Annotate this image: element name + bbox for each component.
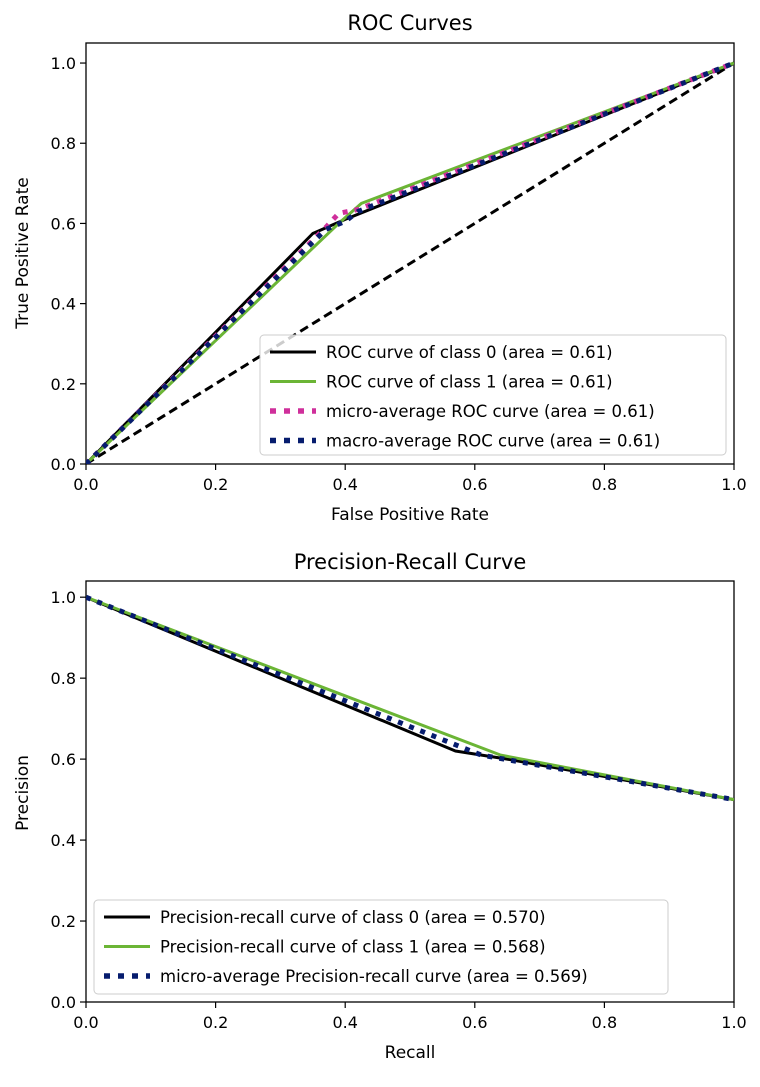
pr-x-tick-label: 0.0 [73,1013,98,1032]
pr-y-tick-label: 0.4 [51,831,76,850]
roc-y-tick-label: 0.8 [51,134,76,153]
pr-legend-label: micro-average Precision-recall curve (ar… [160,967,588,986]
roc-x-tick-label: 0.4 [332,475,357,494]
pr-legend-label: Precision-recall curve of class 0 (area … [160,908,546,927]
pr-y-ticks: 0.0 0.2 0.4 0.6 0.8 1.0 [51,588,86,1012]
roc-y-axis-label: True Positive Rate [13,177,33,329]
roc-title: ROC Curves [347,11,472,35]
pr-series-line-0 [86,595,734,802]
roc-x-tick-label: 1.0 [721,475,746,494]
pr-plot-area [85,580,735,1003]
roc-plot-area [85,42,735,465]
roc-y-tick-label: 0.2 [51,375,76,394]
roc-legend-box [259,334,727,456]
roc-legend-label: micro-average ROC curve (area = 0.61) [326,402,655,421]
roc-x-axis-label: False Positive Rate [331,505,489,525]
pr-series-line-2 [86,594,734,803]
pr-title: Precision-Recall Curve [294,550,527,574]
pr-legend-label: Precision-recall curve of class 1 (area … [160,938,546,957]
pr-lines [86,594,734,803]
roc-y-tick-label: 0.4 [51,295,76,314]
roc-y-tick-label: 0.6 [51,214,76,233]
roc-y-tick-label: 1.0 [51,54,76,73]
roc-x-ticks: 0.0 0.2 0.4 0.6 0.8 1.0 [73,464,747,494]
pr-y-tick-label: 1.0 [51,588,76,607]
roc-reference-line [86,61,734,464]
roc-legend-label: macro-average ROC curve (area = 0.61) [326,432,660,451]
roc-legend: ROC curve of class 0 (area = 0.61) ROC cu… [259,334,727,456]
roc-x-tick-label: 0.6 [462,475,487,494]
pr-x-tick-label: 0.4 [332,1013,357,1032]
roc-chart: ROC Curves 0.0 0.2 0.4 0.6 0.8 1.0 0.00.20.40… [13,11,747,525]
pr-x-tick-label: 0.6 [462,1013,487,1032]
pr-legend: Precision-recall curve of class 0 (area … [93,899,669,995]
pr-y-tick-label: 0.8 [51,669,76,688]
roc-x-tick-label: 0.8 [592,475,617,494]
pr-y-tick-label: 0.6 [51,750,76,769]
roc-lines [86,60,734,464]
pr-x-tick-label: 0.8 [592,1013,617,1032]
roc-series-line-3 [86,60,734,464]
roc-x-tick-label: 0.0 [73,475,98,494]
pr-x-tick-label: 1.0 [721,1013,746,1032]
roc-x-tick-label: 0.2 [203,475,228,494]
pr-y-tick-label: 0.2 [51,912,76,931]
roc-legend-label: ROC curve of class 1 (area = 0.61) [326,373,613,392]
pr-legend-box [93,899,669,995]
pr-x-ticks: 0.0 0.2 0.4 0.6 0.8 1.0 [73,1002,747,1032]
roc-y-ticks: 0.0 0.2 0.4 0.6 0.8 1.0 [51,54,86,474]
pr-chart: Precision-Recall Curve 0.0 0.2 0.4 0.6 0.8 1.… [13,550,747,1063]
pr-x-tick-label: 0.2 [203,1013,228,1032]
roc-y-tick-label: 0.0 [51,455,76,474]
pr-x-axis-label: Recall [385,1043,436,1063]
pr-series-line-1 [86,595,734,802]
roc-legend-label: ROC curve of class 0 (area = 0.61) [326,343,613,362]
pr-y-axis-label: Precision [13,755,33,831]
pr-y-tick-label: 0.0 [51,993,76,1012]
